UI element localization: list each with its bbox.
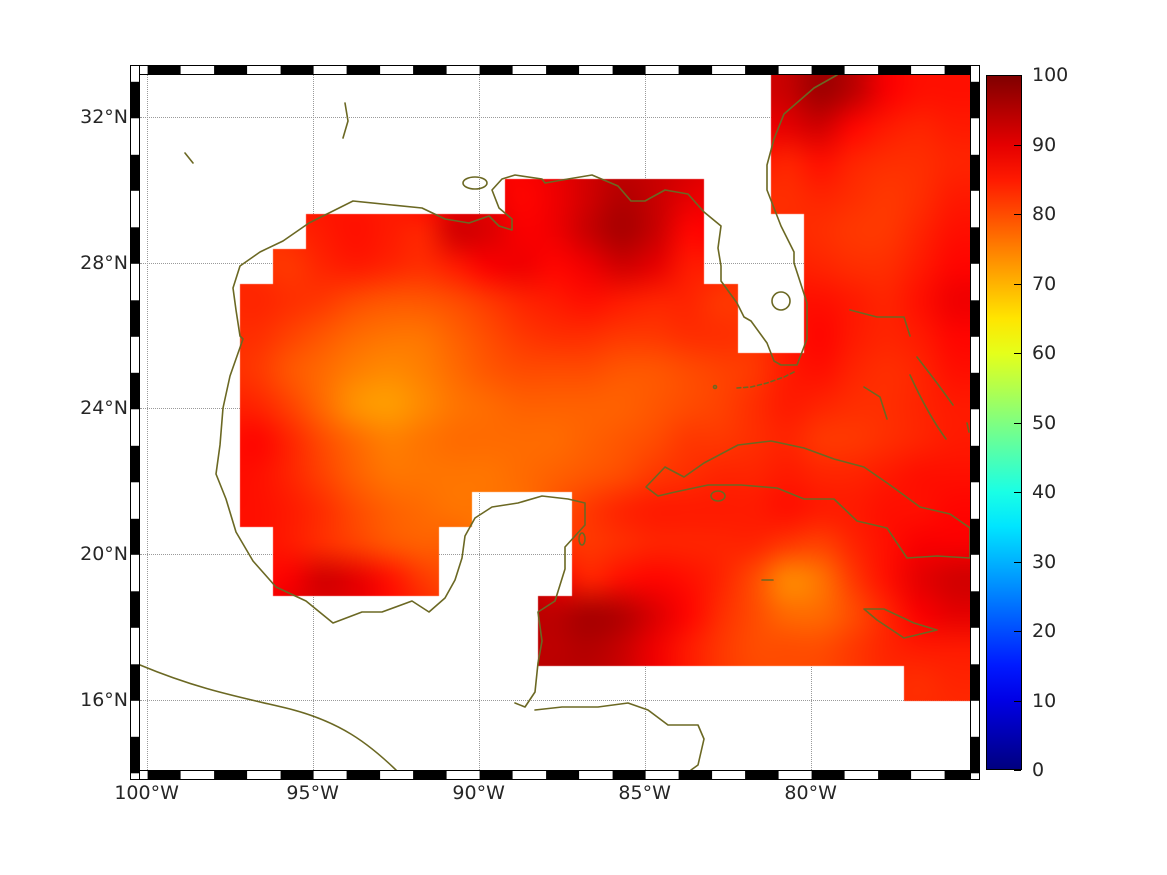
island-cozumel (578, 532, 586, 546)
colorbar-tick-label: 20 (1032, 620, 1057, 642)
colorbar-tick-label: 40 (1032, 481, 1057, 503)
colorbar-tick-label: 50 (1032, 411, 1057, 434)
map-border-top (130, 65, 980, 75)
colorbar-tick (1014, 353, 1021, 354)
y-tick-label: 32°N (80, 106, 128, 129)
colorbar-tick-label: 80 (1032, 203, 1057, 225)
y-tick-label: 28°N (80, 251, 128, 274)
colorbar-tick-label: 0 (1032, 759, 1045, 781)
colorbar-tick (1014, 700, 1021, 702)
colorbar-tick (1014, 561, 1021, 563)
colorbar-tick (1014, 770, 1021, 771)
colorbar-tick (1014, 422, 1021, 424)
island-jamaica (863, 608, 938, 639)
x-tick-label: 95°W (286, 782, 339, 804)
coastline-overlay (140, 75, 970, 770)
map-border-right (970, 65, 980, 780)
colorbar-tick (1014, 75, 1021, 76)
map-border-left (130, 65, 140, 780)
coastline-cuba (645, 440, 970, 559)
colorbar-tick-label: 30 (1032, 550, 1057, 573)
inland-water-texas (184, 102, 349, 164)
x-tick-label: 90°W (452, 782, 505, 804)
colorbar-tick-label: 10 (1032, 689, 1057, 712)
y-tick-label: 24°N (80, 397, 128, 420)
colorbar-tick-label: 60 (1032, 342, 1057, 364)
dry-tortugas (712, 384, 718, 390)
colorbar-tick-label: 90 (1032, 133, 1057, 156)
x-tick-label: 85°W (618, 782, 671, 804)
lake-pontchartrain (462, 176, 488, 190)
x-tick-label: 100°W (114, 782, 179, 804)
y-tick-label: 16°N (80, 688, 128, 711)
colorbar-tick (1014, 631, 1021, 632)
colorbar-tick (1014, 283, 1021, 285)
map-plot-area (140, 75, 970, 770)
isla-de-la-juventud (710, 490, 726, 502)
colorbar-tick (1014, 492, 1021, 493)
map-border-bottom (130, 770, 980, 780)
colorbar-tick-label: 100 (1032, 64, 1069, 86)
heatmap-canvas (140, 75, 970, 770)
lake-okeechobee (771, 291, 791, 311)
x-tick-label: 80°W (784, 782, 837, 804)
coastline-mexico-pacific (140, 664, 397, 770)
colorbar-tick-label: 70 (1032, 272, 1057, 295)
coastline-north-america-gulf (215, 75, 838, 708)
florida-keys (736, 371, 795, 389)
colorbar-tick (1014, 214, 1021, 215)
y-tick-label: 20°N (80, 543, 128, 566)
colorbar-tick (1014, 144, 1021, 146)
islands-bahamas (849, 309, 970, 440)
coastline-honduras-nicaragua (534, 702, 705, 770)
